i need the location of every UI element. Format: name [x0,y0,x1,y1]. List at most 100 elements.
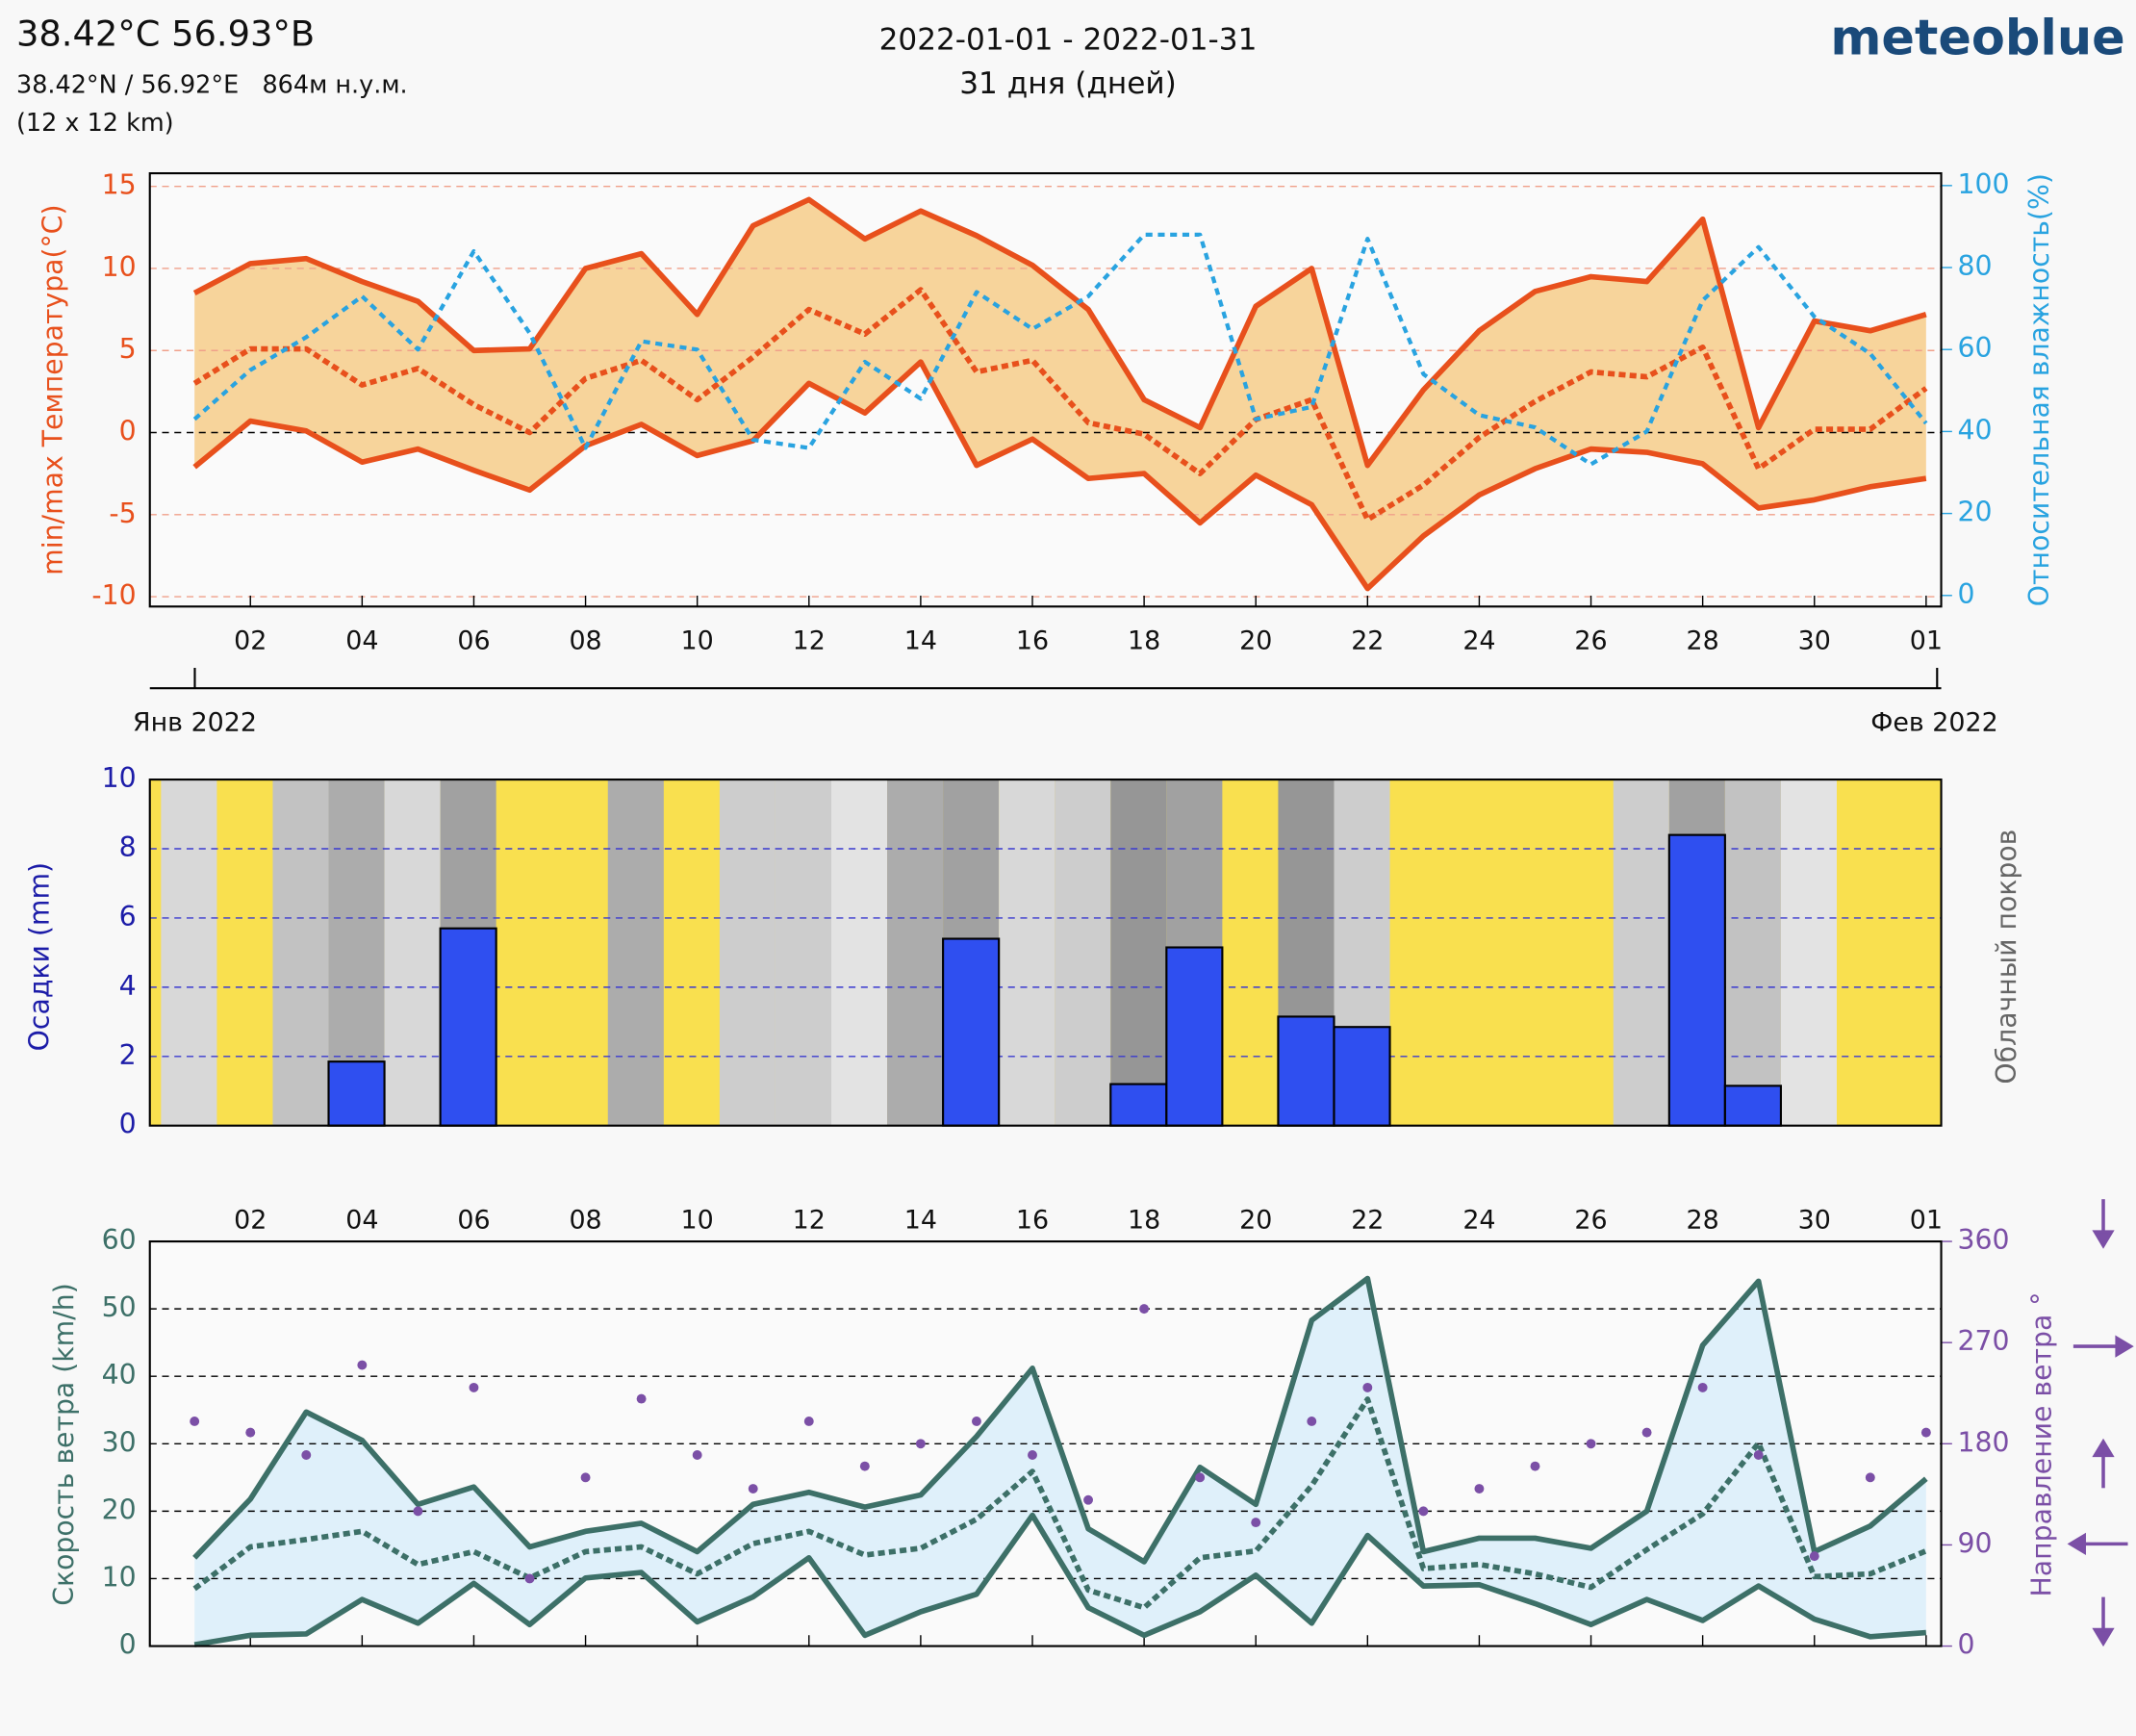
x-tick-label: 26 [1574,1205,1607,1235]
y2-tick-label: 0 [1958,578,1975,610]
y-axis-title: min/max Температура(°C) [38,205,69,575]
direction-dot [803,1416,814,1426]
cloud-stripe [887,779,944,1126]
x-tick-label: 12 [793,1205,826,1235]
direction-dot [413,1506,423,1517]
direction-dot [357,1360,368,1370]
direction-dot [915,1439,926,1449]
x-tick-label: 18 [1128,1205,1160,1235]
y-tick-label: 30 [102,1426,137,1458]
y-tick-label: -10 [91,579,136,611]
precip-bar [327,1060,386,1127]
coordinates: 38.42°N / 56.92°E 864м н.у.м. [16,70,408,99]
direction-dot [1753,1450,1764,1460]
plot-frame [148,171,1943,608]
precip-bar [1333,1026,1391,1127]
x-tick-label: 20 [1239,1205,1272,1235]
y2-tick-label: 100 [1958,168,2010,200]
x-tick-label: 28 [1687,626,1719,656]
y-tick-label: 60 [102,1224,137,1256]
direction-dot [1028,1450,1037,1460]
series-line [192,1275,1928,1565]
resolution: (12 x 12 km) [16,109,174,138]
y-tick-label: 10 [102,1561,137,1593]
direction-dot [859,1461,870,1471]
direction-dot [1083,1494,1094,1505]
direction-dot [1530,1461,1540,1471]
x-tick-label: 22 [1351,626,1384,656]
y2-tick-label: 270 [1958,1325,2010,1357]
y-tick-label: 20 [102,1493,137,1525]
precip-bar [1109,1083,1168,1127]
x-tick-label: 14 [904,1205,937,1235]
x-tick-label: 06 [457,626,490,656]
x-tick-label: 16 [1016,626,1049,656]
location: 38.42°C 56.93°B [16,13,315,55]
x-tick-label: 01 [1910,1205,1943,1235]
direction-dot [1418,1506,1429,1517]
x-tick-label: 16 [1016,1205,1049,1235]
month-label: Янв 2022 [133,708,257,738]
cloud-stripe [1613,779,1669,1126]
y-tick-label: 0 [119,1109,137,1140]
precip-bar [1723,1085,1782,1127]
cloud-stripe [384,779,441,1126]
precip-bar [1165,946,1224,1127]
direction-dot [1307,1416,1317,1426]
x-tick-label: 18 [1128,626,1160,656]
y2-axis-title: Облачный покров [1991,830,2022,1085]
x-tick-label: 08 [569,1205,601,1235]
precip-bar [1277,1015,1335,1127]
cloud-stripe [831,779,888,1126]
y-tick-label: 5 [119,333,137,365]
y-tick-label: 40 [102,1359,137,1391]
direction-dot [524,1573,535,1584]
y2-tick-label: 40 [1958,414,1993,446]
y2-tick-label: 180 [1958,1426,2010,1458]
direction-dot [1865,1472,1875,1483]
y-tick-label: 0 [119,416,137,447]
direction-dot [469,1382,479,1392]
direction-dot [748,1484,758,1493]
direction-dot [1697,1382,1708,1392]
y2-tick-label: 20 [1958,497,1993,528]
cloud-stripe [607,779,664,1126]
x-tick-label: 02 [234,626,267,656]
logo: meteoblue [1830,11,2124,67]
x-tick-label: 28 [1687,1205,1719,1235]
direction-dot [1251,1518,1261,1528]
range-band [194,1278,1926,1646]
series-line [192,359,1927,592]
x-tick-label: 30 [1798,626,1831,656]
precip-bar [1667,833,1726,1127]
x-tick-label: 02 [234,1205,267,1235]
cloud-stripe [1724,779,1781,1126]
x-tick-label: 22 [1351,1205,1384,1235]
x-tick-label: 10 [681,1205,714,1235]
direction-dot [971,1416,981,1426]
cloud-stripe [161,779,217,1126]
y-tick-label: 6 [119,901,137,932]
x-tick-label: 12 [793,626,826,656]
plot-frame [148,1239,1943,1647]
plot-frame [148,779,1943,1127]
x-tick-label: 24 [1462,1205,1495,1235]
y-tick-label: -5 [109,498,136,529]
cloud-stripe [1110,779,1167,1126]
x-tick-label: 24 [1462,626,1495,656]
x-tick-label: 08 [569,626,601,656]
x-tick-label: 20 [1239,626,1272,656]
y2-axis-title: Относительная влажность(%) [2023,173,2055,606]
x-tick-label: 06 [457,1205,490,1235]
y-tick-label: 8 [119,831,137,863]
y2-tick-label: 60 [1958,332,1993,364]
y-tick-label: 10 [102,762,137,794]
precip-bar [439,927,497,1127]
y2-tick-label: 0 [1958,1629,1975,1661]
x-tick-label: 26 [1574,626,1607,656]
cloud-stripe [775,779,832,1126]
x-tick-label: 04 [345,626,378,656]
precip-bar [942,937,1001,1127]
direction-dot [1641,1427,1652,1438]
